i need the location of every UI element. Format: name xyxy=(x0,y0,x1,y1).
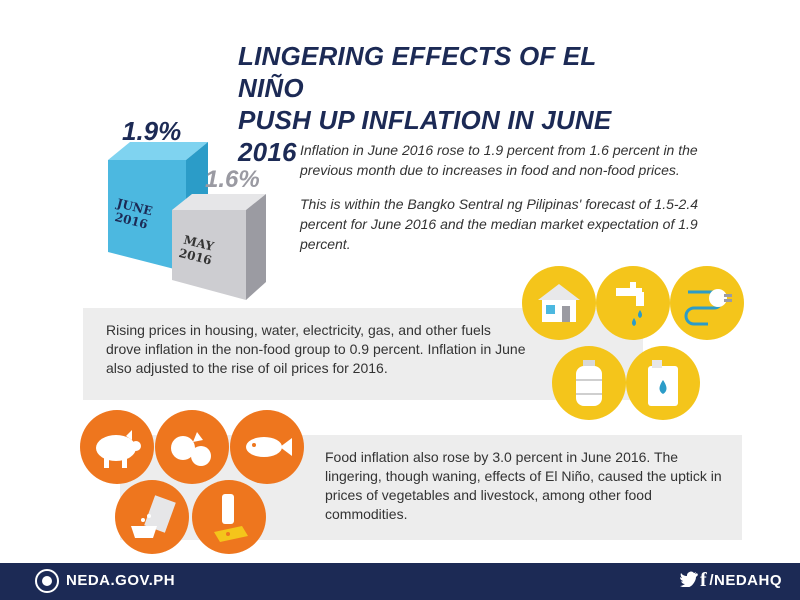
dairy-icon xyxy=(192,480,266,554)
oil-container-icon xyxy=(626,346,700,420)
twitter-icon[interactable] xyxy=(680,571,698,587)
facebook-icon[interactable]: f xyxy=(700,569,707,591)
may-inflation-value: 1.6% xyxy=(205,166,260,193)
footer-bar xyxy=(0,563,800,600)
social-handle[interactable]: /NEDAHQ xyxy=(709,572,782,589)
june-inflation-value: 1.9% xyxy=(122,116,182,146)
faucet-icon xyxy=(596,266,670,340)
fish-icon xyxy=(230,410,304,484)
intro-paragraph-2: This is within the Bangko Sentral ng Pil… xyxy=(300,196,698,252)
title-line-2: PUSH UP INFLATION IN JUNE 2016 xyxy=(238,105,612,167)
neda-seal-icon xyxy=(35,569,59,593)
nonfood-text: Rising prices in housing, water, electri… xyxy=(106,322,526,376)
electric-plug-icon xyxy=(670,266,744,340)
website-link[interactable]: NEDA.GOV.PH xyxy=(66,572,176,589)
pig-icon xyxy=(80,410,154,484)
inflation-cubes xyxy=(100,112,280,307)
may-cube xyxy=(172,194,266,300)
intro-paragraph-1: Inflation in June 2016 rose to 1.9 perce… xyxy=(300,142,698,178)
intro-text: Inflation in June 2016 rose to 1.9 perce… xyxy=(300,140,740,268)
page-title: LINGERING EFFECTS OF EL NIÑO PUSH UP INF… xyxy=(238,40,658,168)
gas-tank-icon xyxy=(552,346,626,420)
title-line-1: LINGERING EFFECTS OF EL NIÑO xyxy=(238,41,597,103)
food-text: Food inflation also rose by 3.0 percent … xyxy=(325,449,722,522)
sugar-icon xyxy=(115,480,189,554)
vegetables-icon xyxy=(155,410,229,484)
house-icon xyxy=(522,266,596,340)
